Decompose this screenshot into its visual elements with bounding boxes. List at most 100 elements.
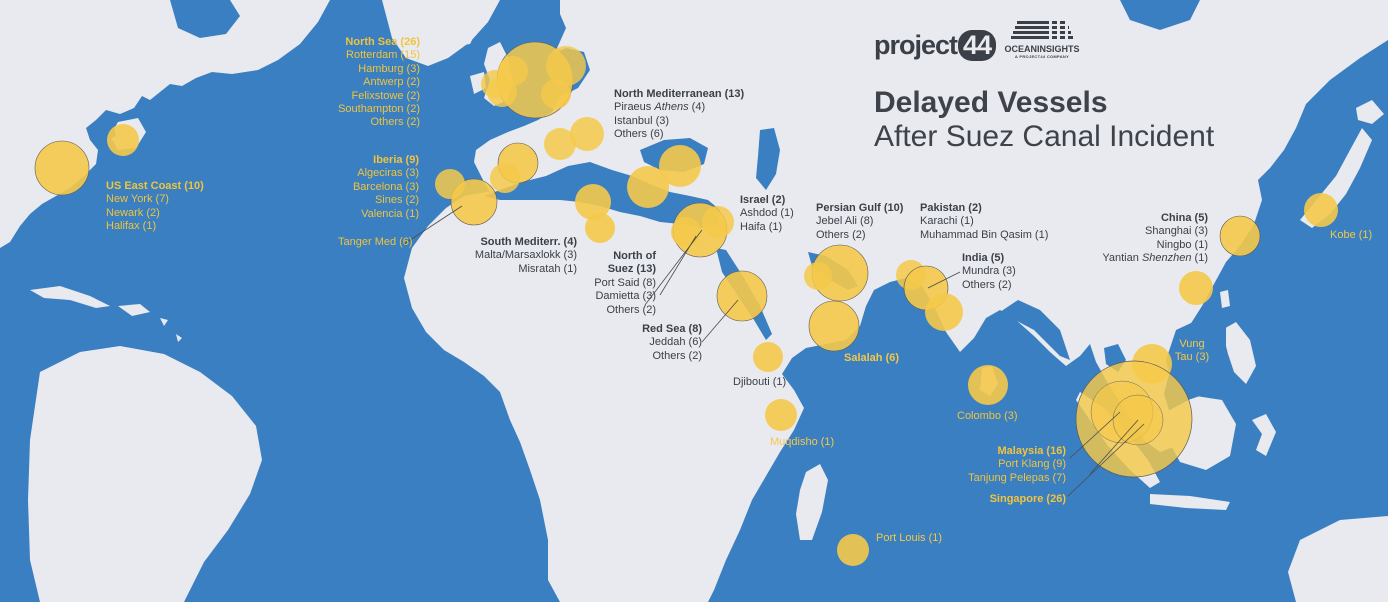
south-med-heading: South Mediterr. (4) bbox=[480, 236, 577, 248]
label-singapore: Singapore (26) bbox=[990, 493, 1066, 506]
label-israel: Israel (2) Ashdod (1) Haifa (1) bbox=[740, 194, 794, 234]
north-sea-port: Hamburg (3) bbox=[358, 62, 420, 75]
label-muqdisho: Muqdisho (1) bbox=[770, 436, 834, 449]
red-sea-port: Others (2) bbox=[652, 349, 702, 362]
label-north-suez: North of Suez (13) Port Said (8) Damiett… bbox=[594, 250, 656, 317]
north-med-port: Istanbul (3) bbox=[614, 114, 670, 127]
label-tanger-med: Tanger Med (6) bbox=[338, 236, 413, 249]
pakistan-heading: Pakistan (2) bbox=[920, 202, 982, 214]
yantian-alias: Shenzhen bbox=[1141, 252, 1192, 265]
south-america bbox=[28, 346, 262, 602]
bubble-muqdisho bbox=[765, 399, 797, 431]
bubble-north-sea-others bbox=[541, 79, 571, 109]
bubble-yantian bbox=[1179, 271, 1213, 305]
leader-red-sea bbox=[701, 299, 739, 343]
bubble-colombo bbox=[968, 365, 1008, 405]
malaysia-port: Tanjung Pelepas (7) bbox=[968, 471, 1066, 484]
south-med-port: Malta/Marsaxlokk (3) bbox=[474, 249, 577, 262]
caribbean-hispaniola bbox=[118, 304, 150, 316]
label-salalah: Salalah (6) bbox=[844, 352, 899, 365]
pakistan-port: Karachi (1) bbox=[920, 215, 974, 228]
china-port-yantian: Yantian Shenzhen (1) bbox=[1102, 252, 1208, 265]
piraeus-count: (4) bbox=[691, 101, 706, 114]
leader-malaysia bbox=[1069, 411, 1121, 459]
yantian-name: Yantian bbox=[1102, 252, 1139, 265]
port-louis-text: Port Louis (1) bbox=[876, 532, 943, 544]
tanger-med-text: Tanger Med (6) bbox=[338, 236, 413, 248]
yantian-count: (1) bbox=[1194, 252, 1208, 265]
label-kobe: Kobe (1) bbox=[1330, 229, 1372, 242]
label-iberia: Iberia (9) Algeciras (3) Barcelona (3) S… bbox=[353, 154, 419, 221]
bubble-southampton bbox=[481, 70, 509, 98]
ocean-insights-logo: OCEANINSIGHTS A PROJECT44 COMPANY bbox=[1000, 18, 1084, 59]
label-malaysia: Malaysia (16) Port Klang (9) Tanjung Pel… bbox=[968, 445, 1066, 485]
caribbean-cuba bbox=[30, 286, 110, 308]
india-heading: India (5) bbox=[962, 252, 1005, 264]
piraeus-name: Piraeus bbox=[614, 101, 652, 114]
title-line-2: After Suez Canal Incident bbox=[874, 120, 1215, 153]
bay-of-bengal bbox=[1000, 300, 1070, 360]
bubble-north-med-1 bbox=[544, 128, 576, 160]
caribbean-islands bbox=[160, 318, 182, 342]
label-djibouti: Djibouti (1) bbox=[733, 376, 786, 389]
red-sea-port: Jeddah (6) bbox=[649, 336, 702, 349]
australia bbox=[1288, 516, 1388, 602]
south-china-sea bbox=[1166, 316, 1226, 400]
bubble-kobe bbox=[1304, 193, 1338, 227]
israel-heading: Israel (2) bbox=[740, 194, 786, 206]
label-us-east: US East Coast (10) New York (7) Newark (… bbox=[106, 180, 204, 234]
label-china: China (5) Shanghai (3) Ningbo (1) Yantia… bbox=[1102, 212, 1208, 266]
iberia-port: Valencia (1) bbox=[361, 207, 419, 220]
philippines bbox=[1222, 322, 1256, 384]
sulawesi bbox=[1252, 414, 1276, 456]
project44-logo-badge: 44 bbox=[958, 30, 997, 61]
leader-tanjung bbox=[1089, 419, 1139, 475]
israel-port: Ashdod (1) bbox=[740, 207, 794, 220]
india-port: Mundra (3) bbox=[962, 265, 1016, 278]
bubble-us-east bbox=[34, 140, 90, 196]
madagascar bbox=[796, 464, 828, 540]
persian-gulf-port: Jebel Ali (8) bbox=[816, 215, 874, 228]
bubble-china bbox=[1219, 215, 1261, 257]
bubble-halifax bbox=[107, 124, 139, 156]
label-north-sea: North Sea (26) Rotterdam (15) Hamburg (3… bbox=[338, 36, 420, 130]
north-america bbox=[0, 0, 330, 248]
bubble-sines bbox=[435, 169, 465, 199]
north-sea-port: Southampton (2) bbox=[338, 103, 420, 116]
piraeus-alias: Athens bbox=[654, 101, 689, 114]
iberia-port: Barcelona (3) bbox=[352, 180, 419, 193]
vung-tau-line-1: Vung bbox=[1179, 338, 1205, 350]
north-suez-heading-1: North of bbox=[613, 250, 656, 262]
label-south-med: South Mediterr. (4) Malta/Marsaxlokk (3)… bbox=[475, 236, 577, 276]
label-north-med: North Mediterranean (13) Piraeus Athens … bbox=[614, 88, 744, 142]
iberia-heading: Iberia (9) bbox=[373, 154, 419, 166]
south-med-port: Misratah (1) bbox=[518, 262, 577, 275]
bubble-north-med-2 bbox=[570, 117, 604, 151]
iceland bbox=[428, 24, 476, 48]
vung-tau-line-2: Tau (3) bbox=[1174, 351, 1210, 364]
north-sea-port: Rotterdam (15) bbox=[346, 49, 420, 62]
bubble-damietta bbox=[671, 217, 701, 247]
north-med-port-piraeus: Piraeus Athens (4) bbox=[614, 101, 744, 114]
china-heading: China (5) bbox=[1160, 212, 1208, 224]
ocean-insights-icon bbox=[1011, 19, 1073, 41]
iberia-port: Algeciras (3) bbox=[357, 167, 419, 180]
label-red-sea: Red Sea (8) Jeddah (6) Others (2) bbox=[642, 323, 702, 363]
japan-north bbox=[1356, 100, 1384, 124]
label-colombo: Colombo (3) bbox=[957, 410, 1018, 423]
bubble-india-others bbox=[925, 293, 963, 331]
north-sea-port: Antwerp (2) bbox=[363, 76, 420, 89]
taiwan bbox=[1220, 290, 1230, 308]
leader-tanger bbox=[403, 205, 463, 245]
bubble-malta bbox=[575, 184, 611, 220]
north-suez-port: Damietta (3) bbox=[595, 290, 656, 303]
bubble-red-sea bbox=[716, 270, 768, 322]
bubble-piraeus bbox=[627, 166, 669, 208]
label-india: India (5) Mundra (3) Others (2) bbox=[962, 252, 1016, 292]
malaysia-port: Port Klang (9) bbox=[998, 458, 1066, 471]
label-port-louis: Port Louis (1) bbox=[876, 532, 942, 545]
north-med-port: Others (6) bbox=[614, 128, 664, 141]
india-port: Others (2) bbox=[962, 278, 1012, 291]
leader-damietta bbox=[659, 235, 697, 296]
ocean-insights-name: OCEANINSIGHTS bbox=[1004, 44, 1080, 54]
